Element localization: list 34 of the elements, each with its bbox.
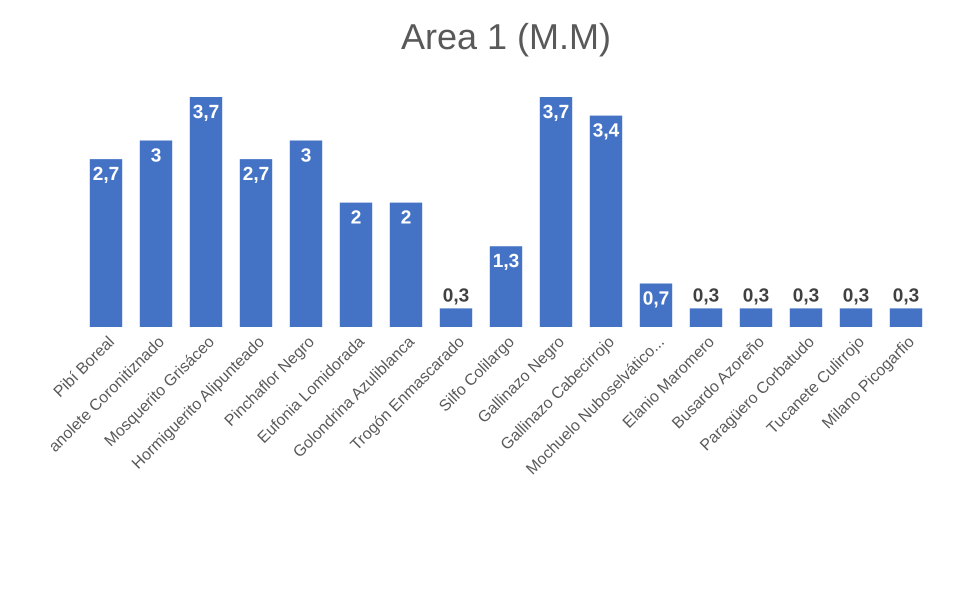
data-label: 3,7 [542,102,570,123]
bar [290,140,322,327]
data-label: 2 [350,208,362,229]
data-label: 0,3 [742,285,770,306]
bar [890,308,922,327]
data-label: 1,3 [492,251,520,272]
data-label: 0,3 [792,285,820,306]
bar [190,97,222,327]
bar [490,246,522,327]
data-label: 2,7 [242,164,270,186]
bar [240,159,272,327]
bar [140,140,172,327]
bar [340,202,372,327]
bar [840,308,872,327]
bar [590,116,622,327]
bar [440,308,472,327]
data-label: 3 [150,146,162,167]
data-label: 3,7 [192,102,220,123]
data-label: 0,3 [892,285,920,306]
data-label: 3,4 [592,120,620,142]
chart-title: Area 1 (M.M) [400,16,612,57]
data-label: 0,3 [692,285,720,306]
bar [390,202,422,327]
data-label: 2 [400,208,412,229]
bar [690,308,722,327]
bar [90,159,122,327]
bar [540,97,572,327]
data-label: 0,3 [442,285,470,306]
data-label: 0,7 [642,288,670,310]
bar [790,308,822,327]
data-label: 0,3 [842,285,870,306]
data-label: 2,7 [92,164,120,186]
bar [740,308,772,327]
data-label: 3 [300,146,312,167]
